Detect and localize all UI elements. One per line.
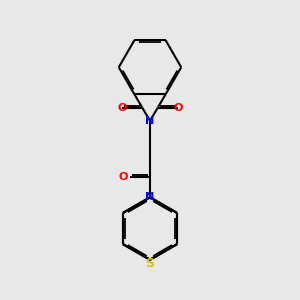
Text: N: N: [146, 116, 154, 126]
Text: O: O: [119, 172, 128, 182]
Text: O: O: [173, 103, 183, 112]
Text: O: O: [117, 103, 127, 112]
Text: N: N: [146, 192, 154, 202]
Text: S: S: [146, 257, 154, 270]
